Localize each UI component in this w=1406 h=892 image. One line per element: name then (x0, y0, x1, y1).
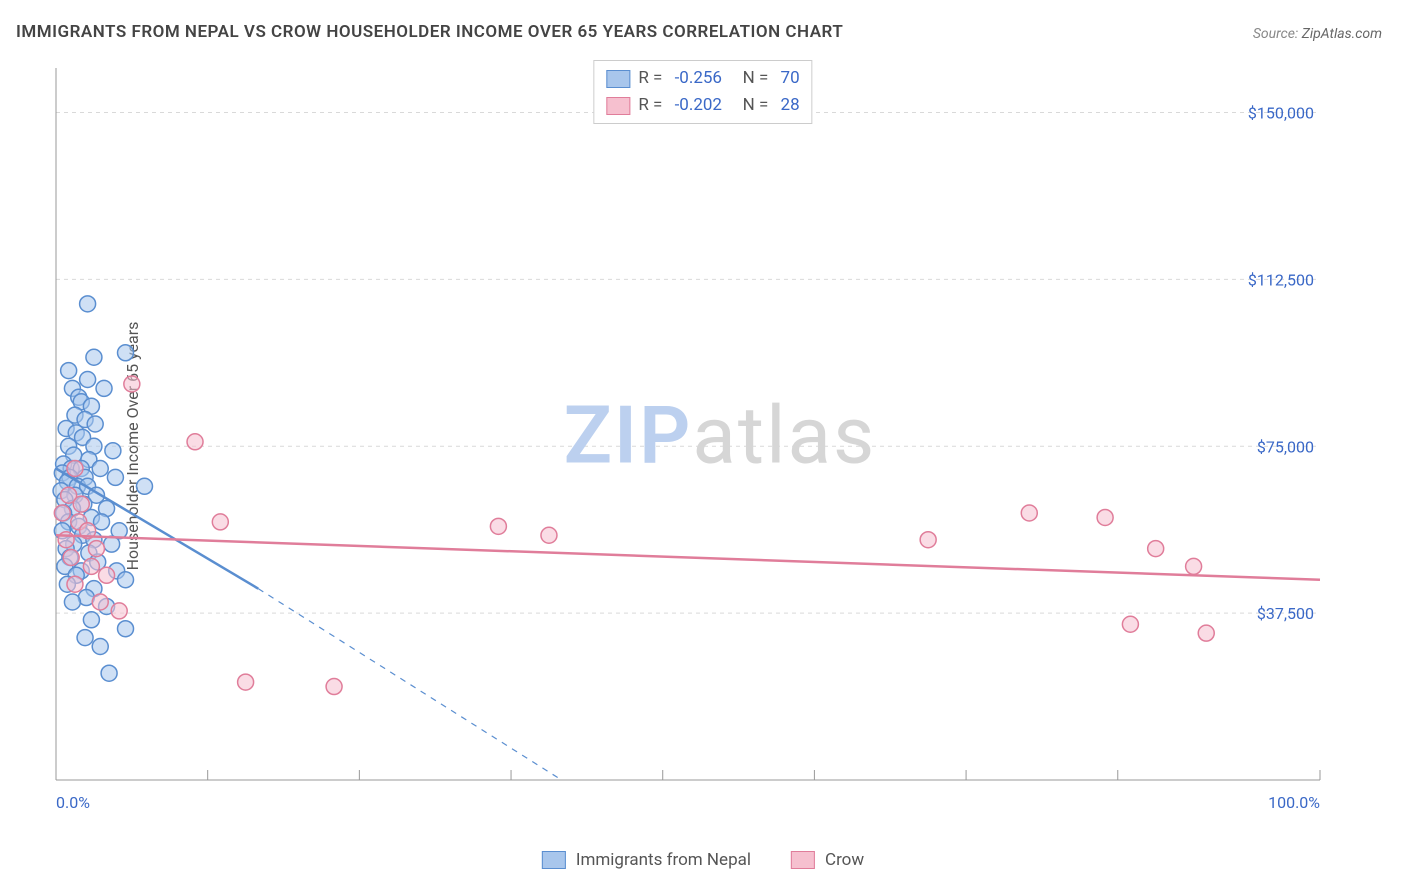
legend-r-value: -0.202 (675, 92, 722, 119)
data-point (80, 296, 96, 312)
y-tick-label: $112,500 (1248, 270, 1314, 289)
data-point (73, 496, 89, 512)
data-point (111, 603, 127, 619)
chart-title: IMMIGRANTS FROM NEPAL VS CROW HOUSEHOLDE… (16, 22, 843, 42)
data-point (67, 461, 83, 477)
data-point (67, 576, 83, 592)
x-tick-label: 0.0% (56, 793, 90, 812)
legend-series-item: Crow (791, 850, 864, 870)
legend-swatch (606, 70, 630, 88)
data-point (118, 621, 134, 637)
data-point (101, 665, 117, 681)
legend-correlation-row: R = -0.256 N = 70 (606, 65, 799, 92)
legend-r-label: R = (638, 92, 666, 119)
data-point (118, 572, 134, 588)
data-point (77, 630, 93, 646)
trend-line (56, 535, 1320, 580)
data-point (61, 363, 77, 379)
data-point (63, 550, 79, 566)
data-point (92, 461, 108, 477)
y-tick-label: $150,000 (1248, 104, 1314, 123)
data-point (118, 345, 134, 361)
data-point (94, 514, 110, 530)
data-point (92, 639, 108, 655)
legend-swatch (542, 851, 566, 869)
legend-n-value: 28 (781, 92, 800, 119)
data-point (107, 469, 123, 485)
data-point (54, 505, 70, 521)
legend-n-label: N = (730, 92, 773, 119)
data-point (99, 567, 115, 583)
legend-series-name: Crow (825, 850, 864, 870)
data-point (326, 679, 342, 695)
legend-n-value: 70 (781, 65, 800, 92)
source-label: Source: (1253, 26, 1302, 42)
x-tick-label: 100.0% (1268, 793, 1320, 812)
data-point (1198, 625, 1214, 641)
data-point (96, 380, 112, 396)
chart-area: ZIPatlas $37,500$75,000$112,500$150,0000… (50, 60, 1390, 820)
data-point (83, 558, 99, 574)
legend-swatch (606, 97, 630, 115)
correlation-legend: R = -0.256 N = 70R = -0.202 N = 28 (593, 60, 812, 124)
data-point (136, 478, 152, 494)
data-point (1122, 616, 1138, 632)
scatter-chart: $37,500 $75,000 $112,500 $150,000 0.0% 100.0% (50, 60, 1390, 820)
data-point (541, 527, 557, 543)
legend-n-label: N = (730, 65, 773, 92)
data-point (88, 541, 104, 557)
data-point (1186, 558, 1202, 574)
data-point (1148, 541, 1164, 557)
data-point (83, 612, 99, 628)
series-legend: Immigrants from Nepal Crow (542, 850, 864, 870)
data-point (105, 443, 121, 459)
y-tick-label: $37,500 (1257, 604, 1314, 623)
data-point (1097, 509, 1113, 525)
data-point (87, 416, 103, 432)
data-point (1021, 505, 1037, 521)
data-point (92, 594, 108, 610)
data-point (58, 532, 74, 548)
legend-swatch (791, 851, 815, 869)
y-tick-label: $75,000 (1257, 437, 1314, 456)
data-point (212, 514, 228, 530)
source-attribution: Source: ZipAtlas.com (1253, 26, 1382, 42)
trend-line-extension (258, 589, 561, 780)
legend-r-value: -0.256 (675, 65, 722, 92)
legend-series-name: Immigrants from Nepal (576, 850, 751, 870)
data-point (490, 518, 506, 534)
data-point (80, 372, 96, 388)
data-point (86, 349, 102, 365)
data-point (920, 532, 936, 548)
legend-correlation-row: R = -0.202 N = 28 (606, 92, 799, 119)
data-point (187, 434, 203, 450)
legend-series-item: Immigrants from Nepal (542, 850, 751, 870)
legend-r-label: R = (638, 65, 666, 92)
data-point (238, 674, 254, 690)
data-point (124, 376, 140, 392)
source-value: ZipAtlas.com (1302, 26, 1382, 42)
data-point (64, 594, 80, 610)
